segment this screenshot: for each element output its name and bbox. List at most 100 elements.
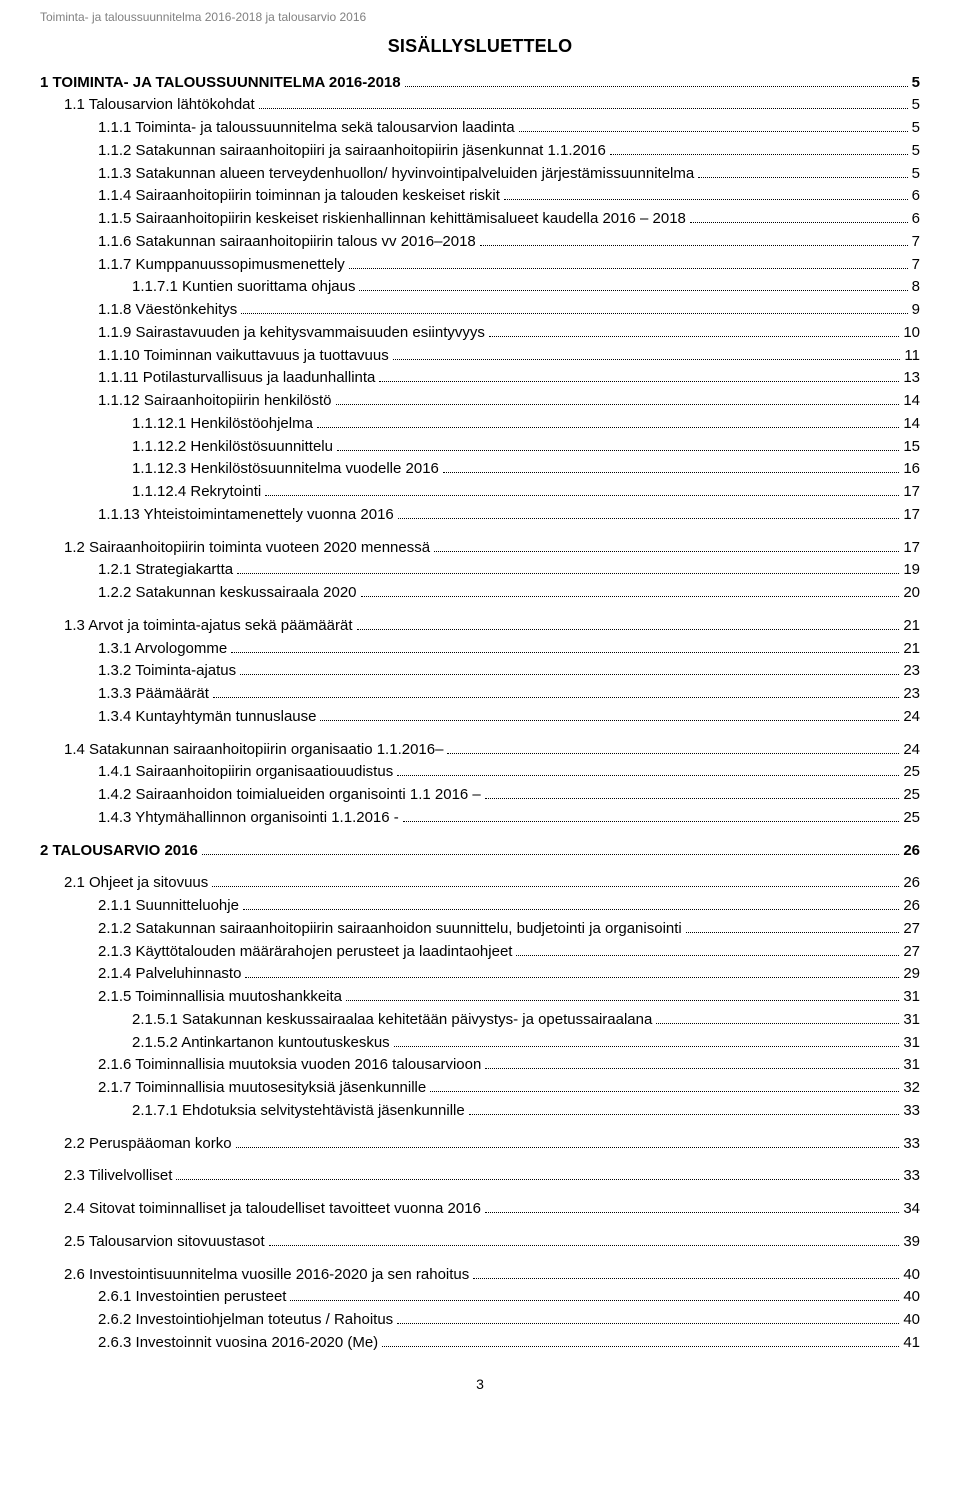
toc-entry-label: 1 TOIMINTA- JA TALOUSSUUNNITELMA 2016-20…	[40, 73, 401, 93]
running-header: Toiminta- ja taloussuunnitelma 2016-2018…	[40, 10, 920, 24]
toc-entry-label: 1.4.3 Yhtymähallinnon organisointi 1.1.2…	[98, 808, 399, 828]
toc-entry: 2.6 Investointisuunnitelma vuosille 2016…	[40, 1263, 920, 1286]
page-number: 3	[40, 1376, 920, 1392]
toc-entry-page: 19	[903, 560, 920, 580]
toc-entry-label: 1.1.7.1 Kuntien suorittama ohjaus	[132, 277, 355, 297]
toc-entry-page: 21	[903, 639, 920, 659]
toc-entry: 2 TALOUSARVIO 201626	[40, 839, 920, 862]
toc-entry-page: 17	[903, 505, 920, 525]
toc-leader	[259, 95, 908, 110]
toc-entry: 2.1.5 Toiminnallisia muutoshankkeita31	[40, 986, 920, 1009]
toc-entry: 1.1.11 Potilasturvallisuus ja laadunhall…	[40, 367, 920, 390]
toc-entry-label: 1.1.12.2 Henkilöstösuunnittelu	[132, 437, 333, 457]
toc-entry: 1.1.13 Yhteistoimintamenettely vuonna 20…	[40, 503, 920, 526]
toc-spacer	[40, 1122, 920, 1132]
toc-entry-page: 15	[903, 437, 920, 457]
toc-leader	[176, 1166, 899, 1181]
toc-entry: 1.1.5 Sairaanhoitopiirin keskeiset riski…	[40, 208, 920, 231]
toc-entry: 1.1.8 Väestönkehitys9	[40, 299, 920, 322]
toc-entry: 1.2.1 Strategiakartta19	[40, 559, 920, 582]
toc-entry: 1.1.7.1 Kuntien suorittama ohjaus8	[40, 276, 920, 299]
toc-entry-label: 1.3.2 Toiminta-ajatus	[98, 661, 236, 681]
toc-entry-page: 26	[903, 896, 920, 916]
toc-entry: 2.6.2 Investointiohjelman toteutus / Rah…	[40, 1309, 920, 1332]
toc-entry-label: 2.1.5.2 Antinkartanon kuntoutuskeskus	[132, 1033, 390, 1053]
toc-entry: 1.1.9 Sairastavuuden ja kehitysvammaisuu…	[40, 321, 920, 344]
toc-entry: 2.1.5.2 Antinkartanon kuntoutuskeskus31	[40, 1031, 920, 1054]
toc-leader	[485, 1055, 899, 1070]
toc-spacer	[40, 1220, 920, 1230]
toc-leader	[516, 941, 899, 956]
toc-leader	[337, 436, 899, 451]
toc-entry-page: 10	[903, 323, 920, 343]
toc-entry-label: 1.1.11 Potilasturvallisuus ja laadunhall…	[98, 368, 375, 388]
toc-spacer	[40, 526, 920, 536]
toc-entry-label: 1.4.2 Sairaanhoidon toimialueiden organi…	[98, 785, 481, 805]
toc-entry-label: 2.1.2 Satakunnan sairaanhoitopiirin sair…	[98, 919, 682, 939]
toc-entry-page: 25	[903, 762, 920, 782]
toc-entry-label: 1.1.1 Toiminta- ja taloussuunnitelma sek…	[98, 118, 515, 138]
toc-entry-page: 24	[903, 740, 920, 760]
toc-leader	[489, 322, 899, 337]
document-page: Toiminta- ja taloussuunnitelma 2016-2018…	[0, 0, 960, 1422]
toc-leader	[290, 1287, 899, 1302]
toc-entry: 1.4 Satakunnan sairaanhoitopiirin organi…	[40, 738, 920, 761]
toc-entry-label: 1.1.12.4 Rekrytointi	[132, 482, 261, 502]
toc-entry: 2.4 Sitovat toiminnalliset ja taloudelli…	[40, 1198, 920, 1221]
toc-entry-label: 1.1.12 Sairaanhoitopiirin henkilöstö	[98, 391, 332, 411]
toc-entry: 2.5 Talousarvion sitovuustasot39	[40, 1230, 920, 1253]
toc-entry-page: 29	[903, 964, 920, 984]
toc-entry-label: 2.1.4 Palveluhinnasto	[98, 964, 241, 984]
toc-entry-page: 5	[912, 95, 920, 115]
toc-leader	[430, 1078, 899, 1093]
toc-leader	[359, 277, 907, 292]
toc-entry-label: 2.1.1 Suunnitteluohje	[98, 896, 239, 916]
toc-entry-label: 2.1.3 Käyttötalouden määrärahojen perust…	[98, 942, 512, 962]
doc-title: SISÄLLYSLUETTELO	[40, 36, 920, 57]
toc-entry: 2.1.7 Toiminnallisia muutosesityksiä jäs…	[40, 1077, 920, 1100]
toc-leader	[519, 118, 908, 133]
toc-leader	[357, 615, 900, 630]
toc-entry: 1.3.1 Arvologomme 21	[40, 637, 920, 660]
toc-entry-label: 2.5 Talousarvion sitovuustasot	[64, 1232, 265, 1252]
toc-leader	[686, 918, 900, 933]
toc-entry-page: 7	[912, 255, 920, 275]
toc-spacer	[40, 728, 920, 738]
toc-leader	[397, 1310, 899, 1325]
toc-entry: 2.1.6 Toiminnallisia muutoksia vuoden 20…	[40, 1054, 920, 1077]
toc-leader	[265, 482, 899, 497]
toc-entry: 2.6.3 Investoinnit vuosina 2016-2020 (Me…	[40, 1331, 920, 1354]
toc-entry-page: 17	[903, 482, 920, 502]
toc-entry: 1.4.3 Yhtymähallinnon organisointi 1.1.2…	[40, 806, 920, 829]
toc-entry: 1.2.2 Satakunnan keskussairaala 202020	[40, 582, 920, 605]
toc-spacer	[40, 1253, 920, 1263]
toc-entry-label: 2.1.5.1 Satakunnan keskussairaalaa kehit…	[132, 1010, 652, 1030]
toc-entry-page: 5	[912, 118, 920, 138]
toc-entry-label: 2.1.7.1 Ehdotuksia selvitystehtävistä jä…	[132, 1101, 465, 1121]
toc-entry-label: 2.1.7 Toiminnallisia muutosesityksiä jäs…	[98, 1078, 426, 1098]
toc-entry: 1.1.4 Sairaanhoitopiirin toiminnan ja ta…	[40, 185, 920, 208]
toc-entry: 1.3.2 Toiminta-ajatus23	[40, 660, 920, 683]
toc-entry-page: 14	[903, 391, 920, 411]
toc-entry-label: 2.3 Tilivelvolliset	[64, 1166, 172, 1186]
toc-entry: 1.2 Sairaanhoitopiirin toiminta vuoteen …	[40, 536, 920, 559]
toc-entry-page: 21	[903, 616, 920, 636]
toc-leader	[245, 964, 899, 979]
toc-entry-label: 1.3.1 Arvologomme	[98, 639, 227, 659]
toc-entry-label: 2.6.1 Investointien perusteet	[98, 1287, 286, 1307]
toc-entry-page: 5	[912, 164, 920, 184]
toc-entry-label: 1.4 Satakunnan sairaanhoitopiirin organi…	[64, 740, 443, 760]
toc-leader	[397, 762, 899, 777]
toc-spacer	[40, 1155, 920, 1165]
toc-entry-label: 1.1.13 Yhteistoimintamenettely vuonna 20…	[98, 505, 394, 525]
toc-entry-page: 33	[903, 1134, 920, 1154]
toc-entry-page: 6	[912, 186, 920, 206]
toc-leader	[398, 504, 900, 519]
toc-entry: 1.3 Arvot ja toiminta-ajatus sekä päämää…	[40, 614, 920, 637]
toc-spacer	[40, 862, 920, 872]
toc-entry: 1.4.2 Sairaanhoidon toimialueiden organi…	[40, 784, 920, 807]
toc-leader	[485, 785, 900, 800]
table-of-contents: 1 TOIMINTA- JA TALOUSSUUNNITELMA 2016-20…	[40, 71, 920, 1354]
toc-leader	[480, 231, 908, 246]
toc-entry: 2.3 Tilivelvolliset33	[40, 1165, 920, 1188]
